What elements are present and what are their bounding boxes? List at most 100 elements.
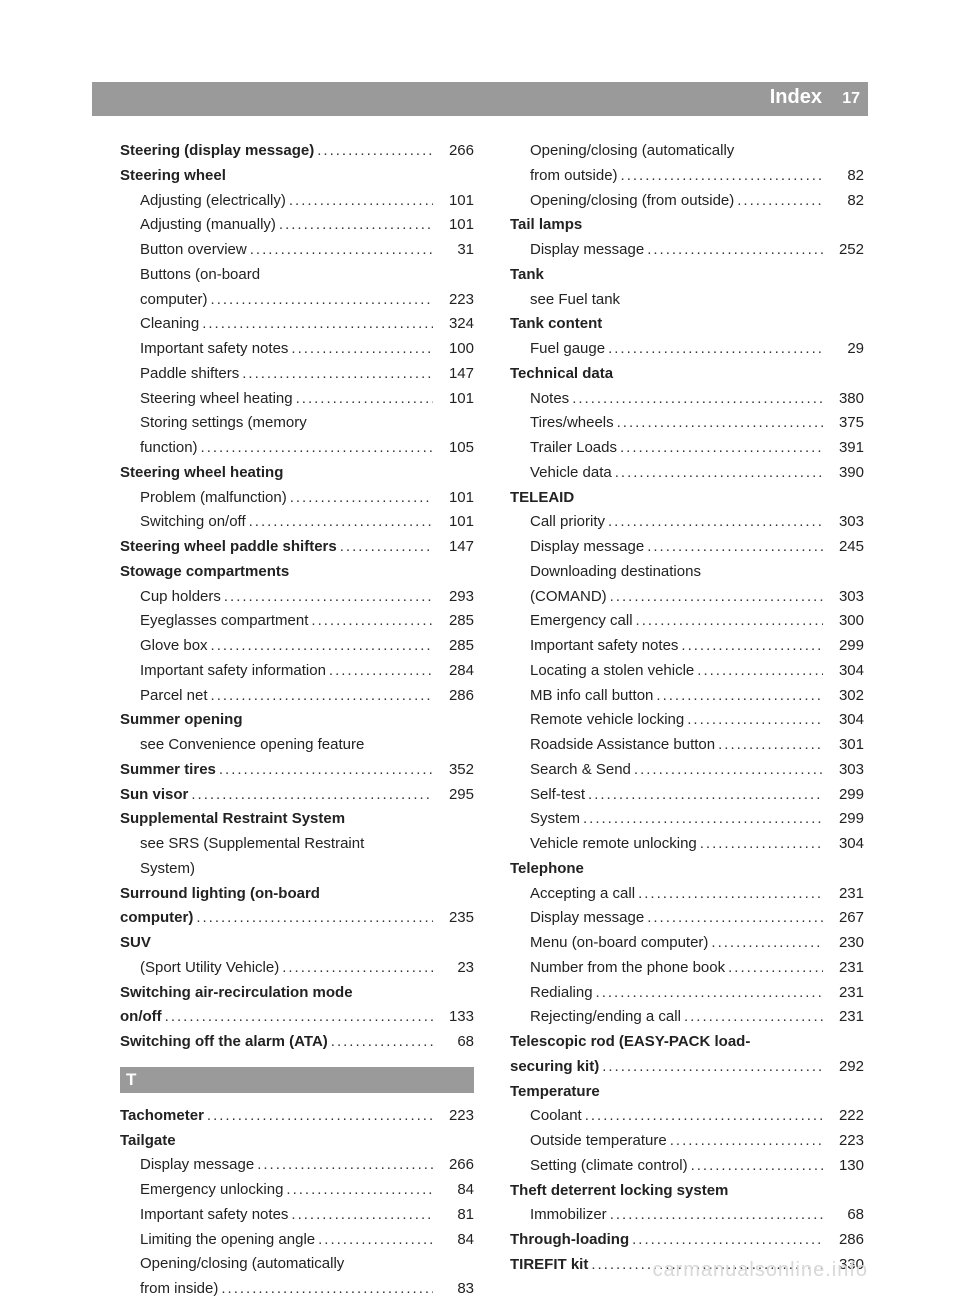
index-entry-label: Rejecting/ending a call xyxy=(510,1006,681,1028)
dot-leader: ........................................… xyxy=(279,214,433,236)
index-heading: Surround lighting (on-board xyxy=(120,883,474,905)
dot-leader: ........................................… xyxy=(638,883,823,905)
index-entry: Important safety notes .................… xyxy=(510,635,864,657)
index-entry-page: 286 xyxy=(436,685,474,707)
index-entry-label: Summer tires xyxy=(120,759,216,781)
watermark-text: carmanualsonline.info xyxy=(652,1259,868,1282)
index-entry: Accepting a call .......................… xyxy=(510,883,864,905)
index-entry-label: Paddle shifters xyxy=(120,363,239,385)
index-entry-label: Adjusting (electrically) xyxy=(120,190,286,212)
dot-leader: ........................................… xyxy=(583,808,823,830)
index-entry-label: Outside temperature xyxy=(510,1130,667,1152)
index-entry-page: 82 xyxy=(826,190,864,212)
index-entry-page: 100 xyxy=(436,338,474,360)
dot-leader: ........................................… xyxy=(289,190,433,212)
index-heading: Switching air-recirculation mode xyxy=(120,982,474,1004)
section-divider: T xyxy=(120,1067,474,1093)
index-entry-label: Steering wheel paddle shifters xyxy=(120,536,337,558)
index-entry-label: Cup holders xyxy=(120,586,221,608)
index-entry-label: Button overview xyxy=(120,239,247,261)
index-entry: Immobilizer ............................… xyxy=(510,1204,864,1226)
index-entry: Button overview ........................… xyxy=(120,239,474,261)
index-entry: Roadside Assistance button .............… xyxy=(510,734,864,756)
index-entry-label: Emergency call xyxy=(510,610,633,632)
dot-leader: ........................................… xyxy=(318,1229,433,1251)
index-entry-label: Remote vehicle locking xyxy=(510,709,684,731)
dot-leader: ........................................… xyxy=(647,239,823,261)
index-entry-page: 82 xyxy=(826,165,864,187)
index-entry-page: 84 xyxy=(436,1179,474,1201)
dot-leader: ........................................… xyxy=(202,313,433,335)
index-entry: Menu (on-board computer) ...............… xyxy=(510,932,864,954)
index-entry-page: 293 xyxy=(436,586,474,608)
dot-leader: ........................................… xyxy=(711,932,823,954)
index-entry: Outside temperature ....................… xyxy=(510,1130,864,1152)
index-entry-label: Vehicle remote unlocking xyxy=(510,833,697,855)
index-entry: Through-loading ........................… xyxy=(510,1229,864,1251)
dot-leader: ........................................… xyxy=(684,1006,823,1028)
index-entry-label: from inside) xyxy=(120,1278,218,1300)
index-entry: Summer tires ...........................… xyxy=(120,759,474,781)
index-entry: Setting (climate control) ..............… xyxy=(510,1155,864,1177)
index-entry: Self-test ..............................… xyxy=(510,784,864,806)
index-entry-page: 324 xyxy=(436,313,474,335)
index-content: Steering (display message) .............… xyxy=(120,140,864,1303)
index-subtext: see Fuel tank xyxy=(510,289,864,311)
index-entry-page: 147 xyxy=(436,363,474,385)
index-entry-label: computer) xyxy=(120,907,193,929)
index-entry-page: 284 xyxy=(436,660,474,682)
index-entry-label: Vehicle data xyxy=(510,462,612,484)
index-entry-label: Coolant xyxy=(510,1105,582,1127)
index-entry-label: Locating a stolen vehicle xyxy=(510,660,694,682)
dot-leader: ........................................… xyxy=(317,140,433,162)
index-entry-label: Switching on/off xyxy=(120,511,246,533)
index-entry-label: Display message xyxy=(510,239,644,261)
index-entry-page: 222 xyxy=(826,1105,864,1127)
index-entry-label: on/off xyxy=(120,1006,162,1028)
index-entry-label: Problem (malfunction) xyxy=(120,487,287,509)
index-entry: securing kit) ..........................… xyxy=(510,1056,864,1078)
index-entry-page: 390 xyxy=(826,462,864,484)
dot-leader: ........................................… xyxy=(340,536,433,558)
index-entry: from inside) ...........................… xyxy=(120,1278,474,1300)
index-column-right: Opening/closing (automaticallyfrom outsi… xyxy=(510,140,864,1303)
index-entry: Steering wheel heating .................… xyxy=(120,388,474,410)
index-heading: Temperature xyxy=(510,1081,864,1103)
dot-leader: ........................................… xyxy=(602,1056,823,1078)
dot-leader: ........................................… xyxy=(311,610,433,632)
index-entry-label: Emergency unlocking xyxy=(120,1179,283,1201)
index-entry-label: from outside) xyxy=(510,165,618,187)
dot-leader: ........................................… xyxy=(737,190,823,212)
index-entry-label: function) xyxy=(120,437,198,459)
dot-leader: ........................................… xyxy=(291,1204,433,1226)
index-entry: on/off .................................… xyxy=(120,1006,474,1028)
index-entry-page: 299 xyxy=(826,784,864,806)
index-entry-label: Parcel net xyxy=(120,685,208,707)
index-entry-page: 286 xyxy=(826,1229,864,1251)
index-entry-page: 84 xyxy=(436,1229,474,1251)
index-entry: from outside) ..........................… xyxy=(510,165,864,187)
dot-leader: ........................................… xyxy=(620,437,823,459)
index-entry-label: Search & Send xyxy=(510,759,631,781)
index-entry: Limiting the opening angle .............… xyxy=(120,1229,474,1251)
dot-leader: ........................................… xyxy=(211,685,433,707)
dot-leader: ........................................… xyxy=(572,388,823,410)
index-entry-label: MB info call button xyxy=(510,685,653,707)
index-entry-label: Immobilizer xyxy=(510,1204,607,1226)
dot-leader: ........................................… xyxy=(621,165,823,187)
index-entry: Redialing ..............................… xyxy=(510,982,864,1004)
dot-leader: ........................................… xyxy=(718,734,823,756)
index-entry-page: 304 xyxy=(826,833,864,855)
index-heading: Steering wheel heating xyxy=(120,462,474,484)
dot-leader: ........................................… xyxy=(691,1155,823,1177)
dot-leader: ........................................… xyxy=(207,1105,433,1127)
index-heading: Tailgate xyxy=(120,1130,474,1152)
index-entry-page: 68 xyxy=(826,1204,864,1226)
dot-leader: ........................................… xyxy=(221,1278,433,1300)
dot-leader: ........................................… xyxy=(242,363,433,385)
index-entry: Trailer Loads ..........................… xyxy=(510,437,864,459)
index-entry-label: Limiting the opening angle xyxy=(120,1229,315,1251)
index-entry-label: Display message xyxy=(510,907,644,929)
index-entry-label: Roadside Assistance button xyxy=(510,734,715,756)
dot-leader: ........................................… xyxy=(681,635,823,657)
